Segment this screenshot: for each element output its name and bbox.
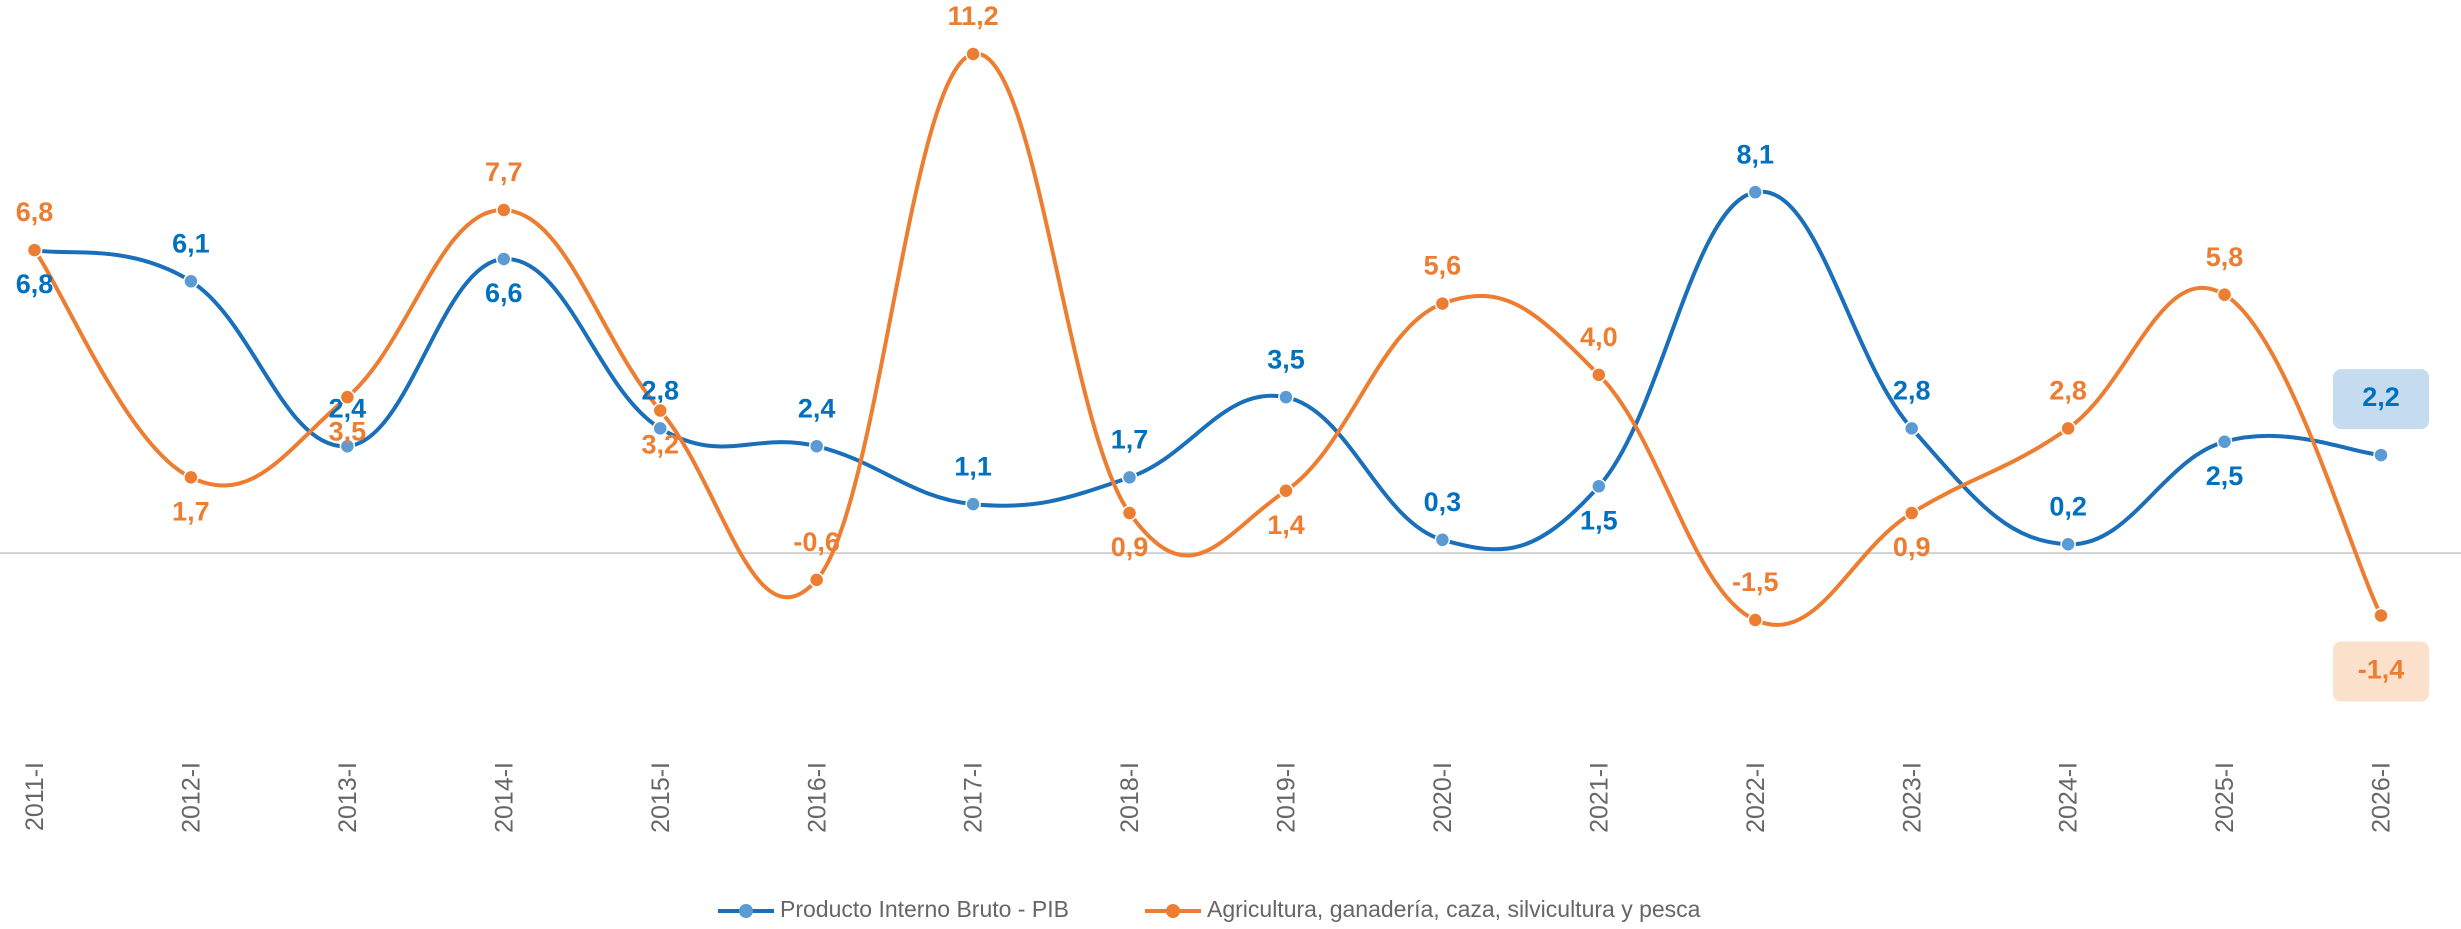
data-point: [965, 46, 981, 62]
data-label: 0,3: [1424, 487, 1462, 517]
x-tick-label: 2023-I: [1898, 762, 1926, 833]
data-label: 4,0: [1580, 322, 1618, 352]
data-point: [808, 572, 825, 588]
data-label: 5,6: [1424, 251, 1462, 281]
data-point: [496, 251, 512, 267]
data-point: [652, 420, 668, 437]
x-tick-label: 2025-I: [2211, 762, 2239, 833]
x-tick-label: 2011-I: [21, 762, 49, 831]
x-tick-label: 2024-I: [2055, 762, 2083, 833]
data-label: -0,6: [793, 527, 840, 557]
data-point: [2373, 447, 2389, 463]
data-point: [2373, 607, 2389, 624]
data-point: [1121, 505, 1138, 521]
legend-label: Producto Interno Bruto - PIB: [780, 896, 1069, 922]
legend-label: Agricultura, ganadería, caza, silvicultu…: [1207, 896, 1701, 922]
data-label: 5,8: [2206, 242, 2244, 272]
data-label: 6,8: [16, 197, 54, 227]
highlight-box: [2333, 641, 2429, 702]
x-tick-label: 2017-I: [960, 762, 988, 833]
data-label: 6,8: [16, 269, 54, 299]
series-line: [34, 189, 2382, 552]
data-label: 0,9: [1893, 532, 1931, 562]
data-label: 7,7: [485, 157, 523, 187]
data-point: [496, 202, 512, 218]
data-label: 1,4: [1267, 510, 1305, 540]
data-label: 0,9: [1111, 532, 1149, 562]
data-label: 2,5: [2206, 461, 2244, 491]
data-point: [2216, 433, 2233, 450]
data-label: 6,1: [172, 228, 210, 258]
x-tick-label: 2014-I: [490, 762, 518, 833]
data-point: [2060, 536, 2076, 552]
data-label: 2,2: [2362, 382, 2400, 412]
data-label: 11,2: [948, 1, 999, 31]
x-tick-label: 2019-I: [1273, 762, 1301, 833]
data-label: 1,7: [172, 497, 210, 527]
data-point: [1121, 469, 1138, 486]
series-line: [32, 51, 2383, 627]
data-label: 2,8: [641, 375, 679, 405]
data-point: [183, 273, 199, 290]
highlight-box: [2333, 369, 2429, 430]
data-label: 8,1: [1736, 139, 1774, 169]
x-tick-label: 2022-I: [1742, 762, 1770, 833]
data-label: 3,5: [329, 416, 367, 446]
data-point: [183, 469, 199, 486]
data-point: [1278, 483, 1294, 499]
x-tick-label: 2015-I: [647, 762, 675, 833]
data-label: 3,5: [1267, 344, 1305, 374]
x-tick-label: 2016-I: [803, 762, 831, 833]
data-point: [1903, 505, 1920, 521]
data-label: 2,8: [1893, 375, 1931, 405]
data-label: -1,5: [1732, 567, 1779, 597]
data-point: [1591, 367, 1607, 383]
data-point: [2060, 420, 2076, 437]
data-point: [808, 438, 825, 454]
data-label: -1,4: [2358, 655, 2405, 685]
data-label: 1,1: [954, 451, 992, 481]
data-label: 1,7: [1111, 425, 1149, 455]
data-point: [1903, 420, 1920, 437]
legend-marker: [739, 904, 753, 918]
data-label: 2,8: [2049, 375, 2087, 405]
data-point: [339, 438, 356, 454]
data-point: [339, 389, 356, 405]
data-point: [652, 402, 668, 419]
data-point: [2216, 286, 2233, 303]
data-label: 0,2: [2049, 491, 2087, 521]
data-point: [1747, 184, 1764, 200]
x-tick-label: 2020-I: [1429, 762, 1457, 833]
legend-marker: [1166, 904, 1180, 918]
data-point: [1278, 389, 1294, 405]
data-point: [965, 496, 981, 512]
x-tick-label: 2026-I: [2368, 762, 2396, 833]
data-label: 3,2: [641, 430, 679, 460]
x-tick-label: 2012-I: [178, 762, 206, 833]
x-tick-label: 2021-I: [1585, 762, 1613, 833]
data-label: 2,4: [798, 393, 836, 423]
x-tick-label: 2018-I: [1116, 762, 1144, 833]
data-point: [1434, 532, 1451, 548]
data-point: [1747, 612, 1764, 628]
x-tick-label: 2013-I: [334, 762, 362, 833]
data-point: [26, 242, 43, 258]
data-label: 1,5: [1580, 505, 1618, 535]
data-point: [1434, 295, 1451, 312]
data-label: 6,6: [485, 278, 523, 308]
data-point: [1591, 478, 1607, 495]
